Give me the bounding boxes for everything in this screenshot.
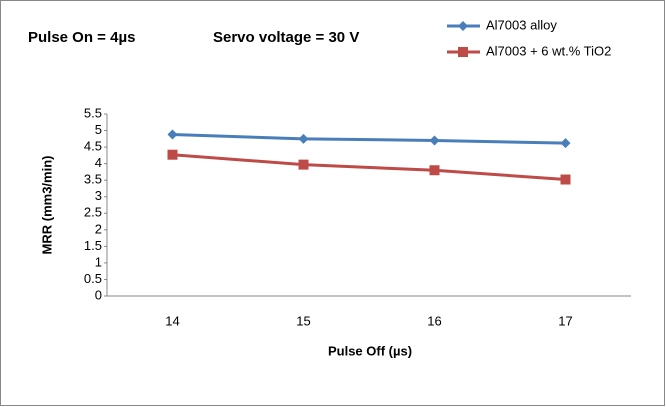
y-tick-label: 1 — [95, 254, 102, 269]
marker — [167, 129, 178, 140]
y-tick-label: 1.5 — [84, 238, 102, 253]
x-axis-label: Pulse Off (µs) — [328, 343, 412, 358]
y-tick-label: 3 — [95, 188, 102, 203]
y-tick-label: 3.5 — [84, 172, 102, 187]
series-line — [172, 153, 566, 182]
x-tick-label: 15 — [296, 313, 310, 328]
y-tick-label: 2 — [95, 221, 102, 236]
marker — [298, 133, 309, 144]
x-tick-label: 17 — [558, 313, 572, 328]
y-tick-label: 0.5 — [84, 271, 102, 286]
legend-label: Al7003 + 6 wt.% TiO2 — [486, 43, 611, 58]
y-tick-label: 4 — [95, 155, 102, 170]
y-tick-label: 2.5 — [84, 205, 102, 220]
y-tick-label: 4.5 — [84, 139, 102, 154]
marker — [560, 138, 571, 149]
marker — [560, 174, 571, 185]
annotation: Servo voltage = 30 V — [213, 29, 359, 46]
y-tick-label: 0 — [95, 287, 102, 302]
annotation: Pulse On = 4µs — [28, 29, 135, 46]
x-tick-label: 16 — [427, 313, 441, 328]
legend-label: Al7003 alloy — [486, 17, 557, 32]
marker — [298, 159, 309, 170]
marker — [429, 165, 440, 176]
series-line — [172, 133, 566, 145]
y-tick-label: 5 — [95, 122, 102, 137]
x-tick-label: 14 — [165, 313, 179, 328]
marker — [429, 135, 440, 146]
marker — [167, 149, 178, 160]
y-tick-label: 5.5 — [84, 105, 102, 120]
legend-marker — [458, 47, 468, 57]
y-axis-label: MRR (mm3/min) — [39, 156, 54, 255]
legend-marker — [458, 21, 468, 31]
